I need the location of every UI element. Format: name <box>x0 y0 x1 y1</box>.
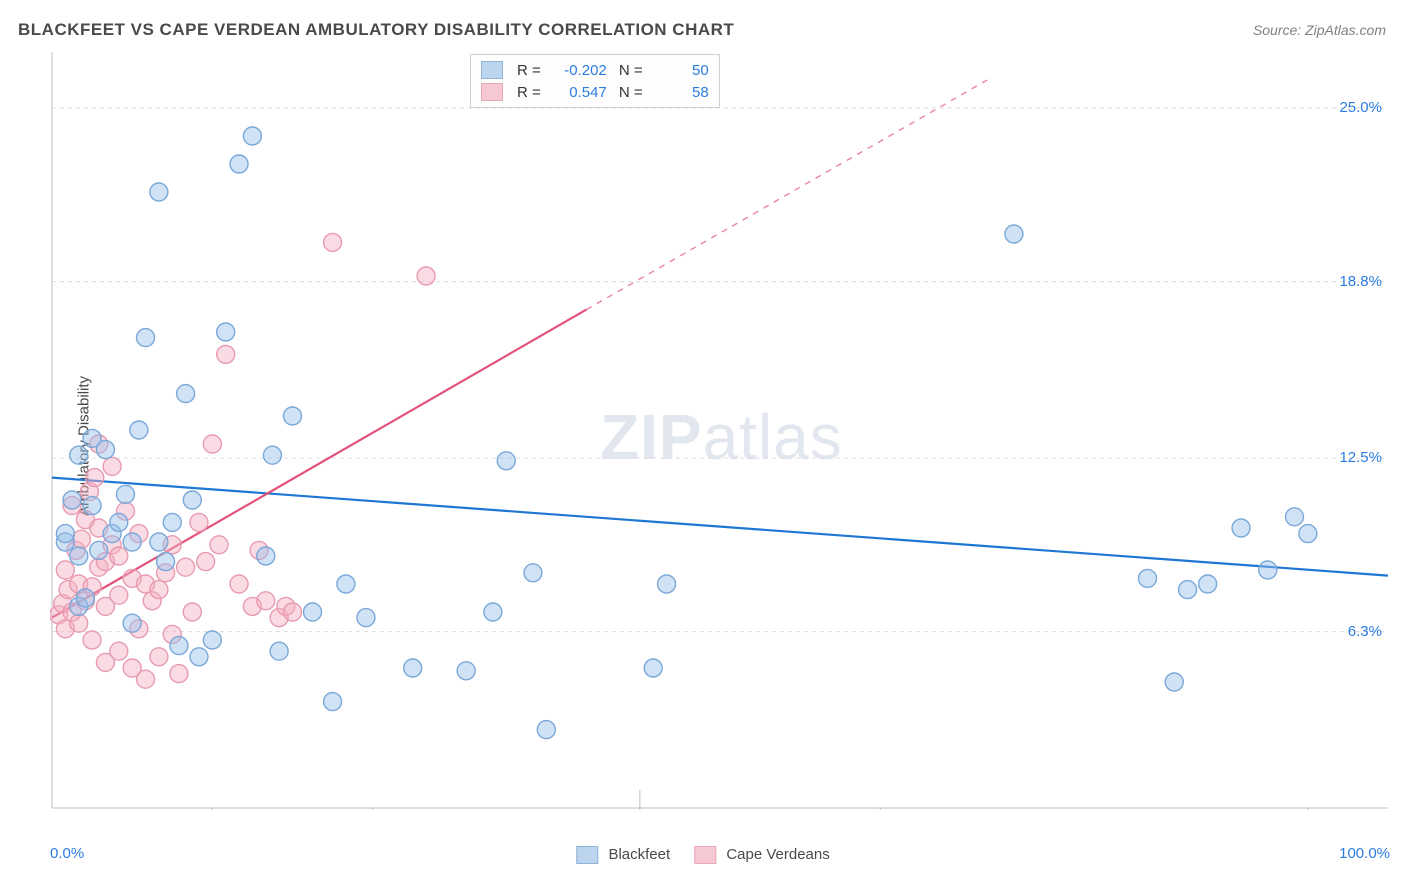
legend-chip-capeverdeans <box>694 846 716 864</box>
correlation-row-blackfeet: R =-0.202 N =50 <box>481 59 709 81</box>
legend-label-capeverdeans: Cape Verdeans <box>726 846 829 863</box>
legend-chip-icon <box>481 83 503 101</box>
y-tick-label: 18.8% <box>1339 273 1382 290</box>
legend-chip-blackfeet <box>576 846 598 864</box>
y-tick-label: 12.5% <box>1339 449 1382 466</box>
y-tick-label: 25.0% <box>1339 99 1382 116</box>
x-axis-max: 100.0% <box>1339 845 1390 862</box>
x-axis-min: 0.0% <box>50 845 84 862</box>
chart-canvas <box>50 50 1390 810</box>
bottom-legend: Blackfeet Cape Verdeans <box>576 846 829 864</box>
legend-item-blackfeet: Blackfeet <box>576 846 670 864</box>
correlation-legend: R =-0.202 N =50 R =0.547 N =58 <box>470 54 720 108</box>
source-attribution: Source: ZipAtlas.com <box>1253 22 1386 38</box>
scatter-plot <box>50 50 1390 810</box>
y-tick-label: 6.3% <box>1348 623 1382 640</box>
chart-title: BLACKFEET VS CAPE VERDEAN AMBULATORY DIS… <box>18 20 734 40</box>
legend-label-blackfeet: Blackfeet <box>608 846 670 863</box>
correlation-row-capeverdeans: R =0.547 N =58 <box>481 81 709 103</box>
legend-chip-icon <box>481 61 503 79</box>
legend-item-capeverdeans: Cape Verdeans <box>694 846 830 864</box>
